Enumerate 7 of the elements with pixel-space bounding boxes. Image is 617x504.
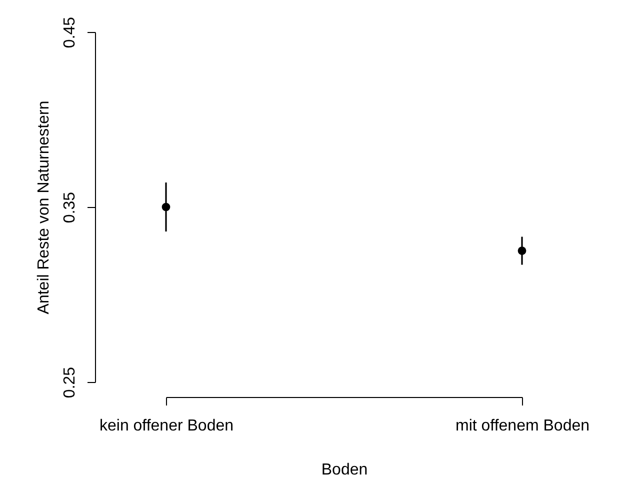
x-tick-label: kein offener Boden (99, 418, 234, 434)
y-tick-label: 0.25 (62, 366, 78, 398)
x-axis-title: Boden (321, 462, 368, 478)
x-tick-label: mit offenem Boden (455, 418, 590, 434)
y-tick-label: 0.35 (62, 192, 78, 224)
y-axis-title: Anteil Reste von Naturnestern (36, 100, 52, 314)
y-tick-label: 0.45 (62, 16, 78, 48)
